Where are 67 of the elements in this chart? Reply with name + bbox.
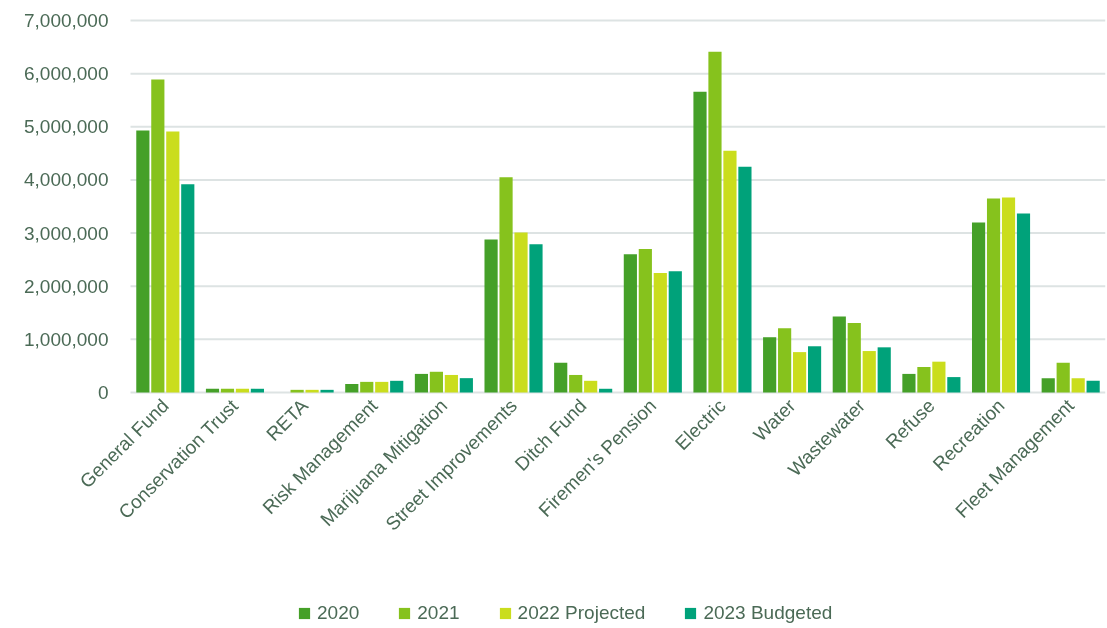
- bar: [554, 362, 568, 393]
- bar: [151, 79, 165, 393]
- bar: [1086, 380, 1100, 393]
- bar: [763, 337, 777, 393]
- bar: [807, 346, 822, 393]
- bar: [375, 381, 389, 393]
- bar: [305, 389, 319, 393]
- bar: [832, 316, 846, 393]
- bar: [1056, 362, 1070, 393]
- bar: [584, 380, 598, 393]
- bar: [847, 322, 861, 393]
- bar: [345, 384, 359, 393]
- bar: [668, 271, 682, 393]
- bar: [902, 373, 916, 393]
- bar: [569, 374, 583, 393]
- bar: [320, 389, 334, 393]
- bar: [877, 347, 891, 393]
- bar: [499, 177, 513, 393]
- bar: [235, 388, 250, 393]
- bar: [917, 366, 931, 393]
- bar: [862, 351, 876, 393]
- legend-label: 2022 Projected: [517, 602, 646, 624]
- bar: [971, 222, 986, 393]
- bar: [599, 388, 613, 393]
- bar: [638, 249, 652, 393]
- bar: [514, 232, 528, 393]
- y-tick-label: 7,000,000: [23, 10, 109, 31]
- bar: [738, 166, 752, 393]
- y-tick-label: 4,000,000: [23, 169, 109, 191]
- bar: [136, 130, 150, 393]
- bar: [778, 328, 792, 393]
- bar: [181, 184, 195, 393]
- bar: [459, 378, 473, 393]
- bar: [653, 272, 667, 393]
- legend-label: 2021: [417, 602, 460, 624]
- legend-label: 2020: [317, 602, 360, 624]
- y-tick-label: 3,000,000: [23, 222, 109, 244]
- bar: [360, 381, 374, 393]
- bar: [166, 131, 180, 393]
- legend-label: 2023 Budgeted: [703, 602, 833, 624]
- y-tick-label: 0: [97, 382, 109, 403]
- bar: [947, 377, 961, 393]
- bar: [429, 371, 443, 393]
- bar: [1001, 197, 1016, 393]
- bar: [444, 374, 458, 393]
- bar: [708, 51, 722, 393]
- bar: [723, 150, 737, 393]
- y-tick-label: 2,000,000: [23, 275, 109, 297]
- bar: [484, 239, 498, 393]
- y-tick-label: 5,000,000: [23, 116, 109, 138]
- bar: [529, 244, 543, 393]
- y-tick-label: 6,000,000: [23, 63, 109, 85]
- bar: [1071, 378, 1085, 393]
- bar: [693, 91, 707, 393]
- bar: [793, 352, 807, 393]
- bar: [290, 389, 304, 393]
- y-tick-label: 1,000,000: [23, 328, 109, 350]
- bar: [932, 361, 946, 393]
- bar: [414, 373, 429, 393]
- bar: [986, 198, 1001, 393]
- bar: [220, 388, 235, 393]
- bar: [623, 254, 637, 393]
- bar: [1016, 213, 1031, 393]
- bar: [205, 388, 220, 393]
- bar: [250, 388, 265, 393]
- bar: [1041, 378, 1055, 393]
- bar: [390, 380, 404, 393]
